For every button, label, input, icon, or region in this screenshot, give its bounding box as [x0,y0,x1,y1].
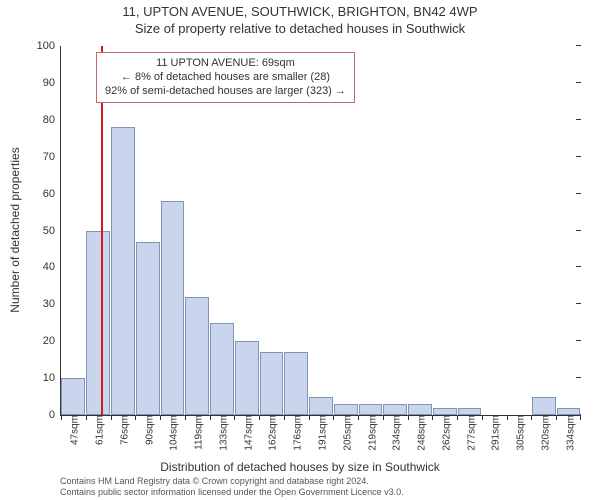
x-tick-mark [135,415,136,420]
y-tick-label: 30 [43,298,61,310]
histogram-bar [284,352,308,415]
x-tick-label: 147sqm [239,415,254,451]
histogram-bar [161,201,185,415]
histogram-bar [111,127,135,415]
y-tick-mark [576,377,581,378]
histogram-bar [185,297,209,415]
x-tick-label: 119sqm [190,415,205,450]
x-tick-mark [234,415,235,420]
y-tick-label: 40 [43,261,61,273]
y-tick-mark [576,303,581,304]
x-tick-label: 234sqm [388,415,403,451]
attribution-line-1: Contains HM Land Registry data © Crown c… [60,476,404,487]
histogram-bar [433,408,457,415]
y-axis-label-text: Number of detached properties [8,147,22,312]
info-box: 11 UPTON AVENUE: 69sqm ← 8% of detached … [96,52,355,103]
chart-container: 11, UPTON AVENUE, SOUTHWICK, BRIGHTON, B… [0,0,600,500]
y-tick-label: 80 [43,114,61,126]
x-tick-mark [259,415,260,420]
histogram-bar [383,404,407,415]
x-tick-label: 334sqm [561,415,576,451]
histogram-bar [210,323,234,415]
x-tick-label: 248sqm [413,415,428,451]
x-tick-label: 133sqm [214,415,229,451]
x-tick-mark [432,415,433,420]
x-tick-mark [210,415,211,420]
x-tick-mark [358,415,359,420]
y-tick-label: 100 [37,40,61,52]
attribution: Contains HM Land Registry data © Crown c… [60,476,404,498]
x-tick-label: 162sqm [264,415,279,451]
histogram-bar [260,352,284,415]
histogram-bar [136,242,160,415]
x-tick-mark [507,415,508,420]
x-tick-mark [111,415,112,420]
histogram-bar [359,404,383,415]
y-tick-label: 60 [43,188,61,200]
info-box-line-3: 92% of semi-detached houses are larger (… [105,85,346,99]
y-tick-label: 90 [43,77,61,89]
x-tick-label: 191sqm [314,415,329,451]
plot-area: 010203040506070809010047sqm61sqm76sqm90s… [60,46,580,416]
x-tick-label: 76sqm [115,415,130,445]
y-tick-label: 0 [49,409,61,421]
x-tick-mark [482,415,483,420]
x-tick-label: 47sqm [66,415,81,445]
x-tick-label: 305sqm [512,415,527,451]
histogram-bar [61,378,85,415]
x-tick-mark [333,415,334,420]
x-tick-mark [185,415,186,420]
x-tick-mark [580,415,581,420]
y-tick-label: 10 [43,372,61,384]
histogram-bar [532,397,556,415]
x-tick-label: 61sqm [91,415,106,445]
x-tick-mark [457,415,458,420]
histogram-bar [309,397,333,415]
y-tick-mark [576,119,581,120]
x-tick-mark [284,415,285,420]
x-tick-label: 320sqm [536,415,551,451]
x-tick-label: 291sqm [487,415,502,451]
x-tick-label: 90sqm [140,415,155,445]
histogram-bar [86,231,110,416]
x-tick-mark [160,415,161,420]
histogram-bar [557,408,581,415]
x-tick-label: 277sqm [462,415,477,451]
x-tick-mark [383,415,384,420]
x-tick-label: 262sqm [437,415,452,451]
y-tick-mark [576,230,581,231]
info-box-line-1: 11 UPTON AVENUE: 69sqm [105,57,346,71]
attribution-line-2: Contains public sector information licen… [60,487,404,498]
histogram-bar [458,408,482,415]
x-tick-label: 176sqm [289,415,304,451]
x-tick-mark [61,415,62,420]
x-tick-mark [86,415,87,420]
y-tick-mark [576,82,581,83]
x-tick-label: 104sqm [165,415,180,451]
histogram-bar [408,404,432,415]
y-tick-mark [576,193,581,194]
x-tick-mark [531,415,532,420]
info-box-line-2: ← 8% of detached houses are smaller (28) [105,71,346,85]
title-line-1: 11, UPTON AVENUE, SOUTHWICK, BRIGHTON, B… [0,4,600,19]
histogram-bar [334,404,358,415]
y-tick-mark [576,156,581,157]
y-tick-label: 20 [43,335,61,347]
y-tick-mark [576,340,581,341]
y-tick-mark [576,45,581,46]
x-tick-mark [408,415,409,420]
titles: 11, UPTON AVENUE, SOUTHWICK, BRIGHTON, B… [0,0,600,36]
x-tick-mark [556,415,557,420]
histogram-bar [235,341,259,415]
y-tick-label: 70 [43,151,61,163]
y-tick-label: 50 [43,225,61,237]
x-tick-label: 205sqm [338,415,353,451]
x-tick-mark [309,415,310,420]
x-axis-label: Distribution of detached houses by size … [0,460,600,474]
y-tick-mark [576,266,581,267]
title-line-2: Size of property relative to detached ho… [0,21,600,36]
x-tick-label: 219sqm [363,415,378,451]
